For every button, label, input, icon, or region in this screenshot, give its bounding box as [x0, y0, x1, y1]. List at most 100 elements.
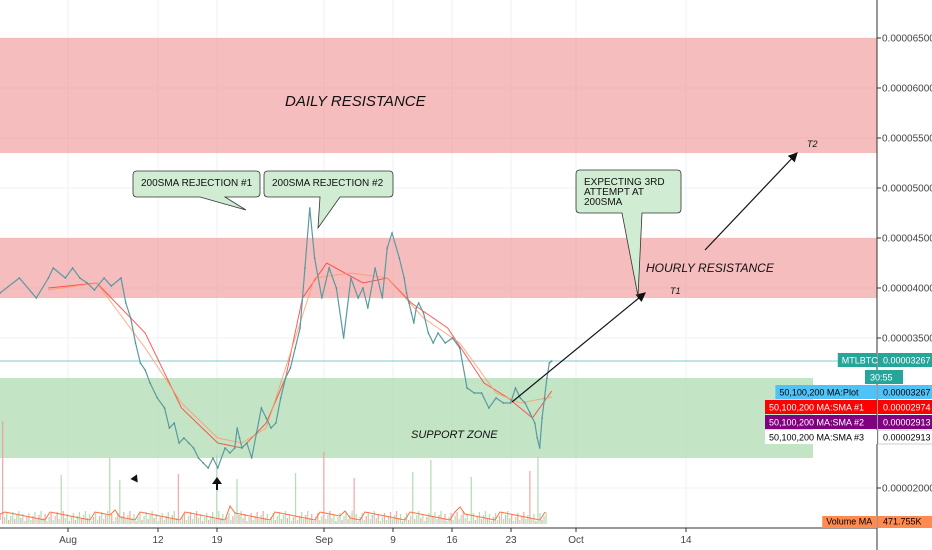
volume-bar — [331, 518, 333, 524]
price-point — [408, 302, 410, 304]
volume-bar — [357, 521, 359, 524]
volume-bar — [36, 519, 38, 524]
volume-bar — [408, 520, 410, 524]
volume-bar — [406, 513, 408, 524]
price-tag-label: MTLBTC — [842, 356, 879, 366]
volume-bar — [222, 514, 224, 524]
price-point — [350, 277, 352, 279]
price-point — [335, 287, 338, 289]
price-tag: 30:55 — [865, 370, 903, 384]
volume-bar — [234, 512, 236, 524]
support-zone-label: SUPPORT ZONE — [411, 429, 498, 441]
volume-ma-line — [0, 504, 546, 521]
volume-bar — [22, 514, 24, 524]
price-tag-value: 0.00002913 — [883, 418, 931, 428]
price-tag-label: 50,100,200 MA:SMA #3 — [769, 433, 864, 443]
volume-bar — [498, 516, 501, 524]
volume-bar — [391, 519, 394, 524]
low-marker-icon — [212, 477, 222, 490]
volume-bar — [72, 513, 74, 524]
price-point — [374, 267, 376, 269]
volume-bar — [323, 452, 325, 524]
volume-bar — [121, 516, 123, 524]
volume-bar — [149, 515, 151, 524]
volume-bar — [32, 516, 34, 524]
volume-bar — [531, 518, 533, 524]
volume-bar — [341, 520, 343, 524]
price-point — [86, 282, 88, 284]
price-point — [129, 317, 132, 319]
volume-bar — [70, 517, 72, 524]
volume-bar — [403, 517, 406, 524]
volume-bar — [175, 518, 178, 524]
price-tag: 50,100,200 MA:SMA #2 0.00002913 — [765, 415, 932, 429]
volume-bar — [62, 511, 64, 524]
price-tick-label: 0.00005500 — [882, 134, 932, 145]
volume-bar — [38, 515, 40, 524]
arrow-to-t2 — [704, 152, 798, 251]
volume-bar — [472, 513, 474, 524]
volume-bar — [373, 511, 375, 524]
volume-bar — [111, 514, 113, 524]
price-point — [427, 332, 430, 334]
price-point — [260, 407, 263, 409]
volume-bar — [199, 514, 202, 524]
volume-bar — [54, 516, 56, 524]
volume-bar — [410, 516, 412, 524]
price-point — [79, 277, 81, 279]
price-tick-label: 0.00004000 — [882, 284, 932, 295]
volume-bar — [131, 518, 133, 524]
series-50-100-200-ma-sma-1 — [48, 262, 553, 449]
time-axis[interactable]: Aug 12 19 Sep 9 16 23 Oct 14 — [0, 527, 877, 546]
price-point — [398, 257, 401, 259]
volume-bar — [20, 518, 22, 524]
volume-bar — [307, 511, 309, 524]
price-point — [187, 442, 190, 444]
volume-bar — [246, 521, 248, 524]
volume-bar — [115, 517, 117, 524]
price-axis[interactable]: 0.00006500 0.00006000 0.00005500 0.00005000… — [876, 0, 932, 550]
callout-text: ATTEMPT AT — [584, 187, 644, 198]
price-point — [509, 402, 512, 404]
zone-labels: DAILY RESISTANCE HOURLY RESISTANCE SUPPORT… — [285, 93, 818, 441]
price-point — [514, 387, 517, 389]
moving-averages — [48, 262, 553, 449]
price-point — [548, 362, 551, 364]
volume-bar — [240, 511, 242, 524]
volume-bar — [288, 514, 291, 524]
volume-bar — [76, 516, 79, 524]
callout-box — [263, 170, 394, 230]
volume-bar — [100, 512, 103, 524]
volume-bar — [458, 519, 460, 524]
price-point — [403, 277, 405, 279]
price-point — [241, 447, 243, 449]
volume-bar — [418, 511, 420, 524]
price-point — [103, 277, 105, 279]
volume-bar — [137, 517, 139, 524]
volume-bar — [94, 513, 97, 524]
volume-bar — [502, 519, 505, 524]
volume-bar — [8, 520, 10, 524]
volume-bar — [434, 512, 436, 524]
price-point — [466, 387, 468, 389]
volume-bar — [436, 519, 438, 524]
volume-bar — [454, 516, 456, 524]
price-tick-label: 0.00002000 — [882, 484, 932, 495]
volume-bar — [204, 517, 206, 524]
volume-bar — [515, 517, 517, 524]
volume-bar — [448, 517, 450, 524]
price-tag-label: Volume MA — [826, 517, 872, 527]
volume-bar — [480, 519, 483, 524]
volume-bar — [26, 517, 28, 524]
volume-bar — [218, 511, 220, 524]
volume-bar — [193, 515, 196, 524]
volume-bar — [16, 515, 18, 524]
volume-bar — [244, 514, 246, 524]
volume-bar — [92, 517, 95, 524]
price-point — [110, 285, 113, 287]
volume-bar — [490, 521, 493, 524]
volume-bar — [197, 518, 200, 524]
price-point — [289, 367, 292, 369]
price-tag-value: 0.00002913 — [883, 433, 931, 443]
